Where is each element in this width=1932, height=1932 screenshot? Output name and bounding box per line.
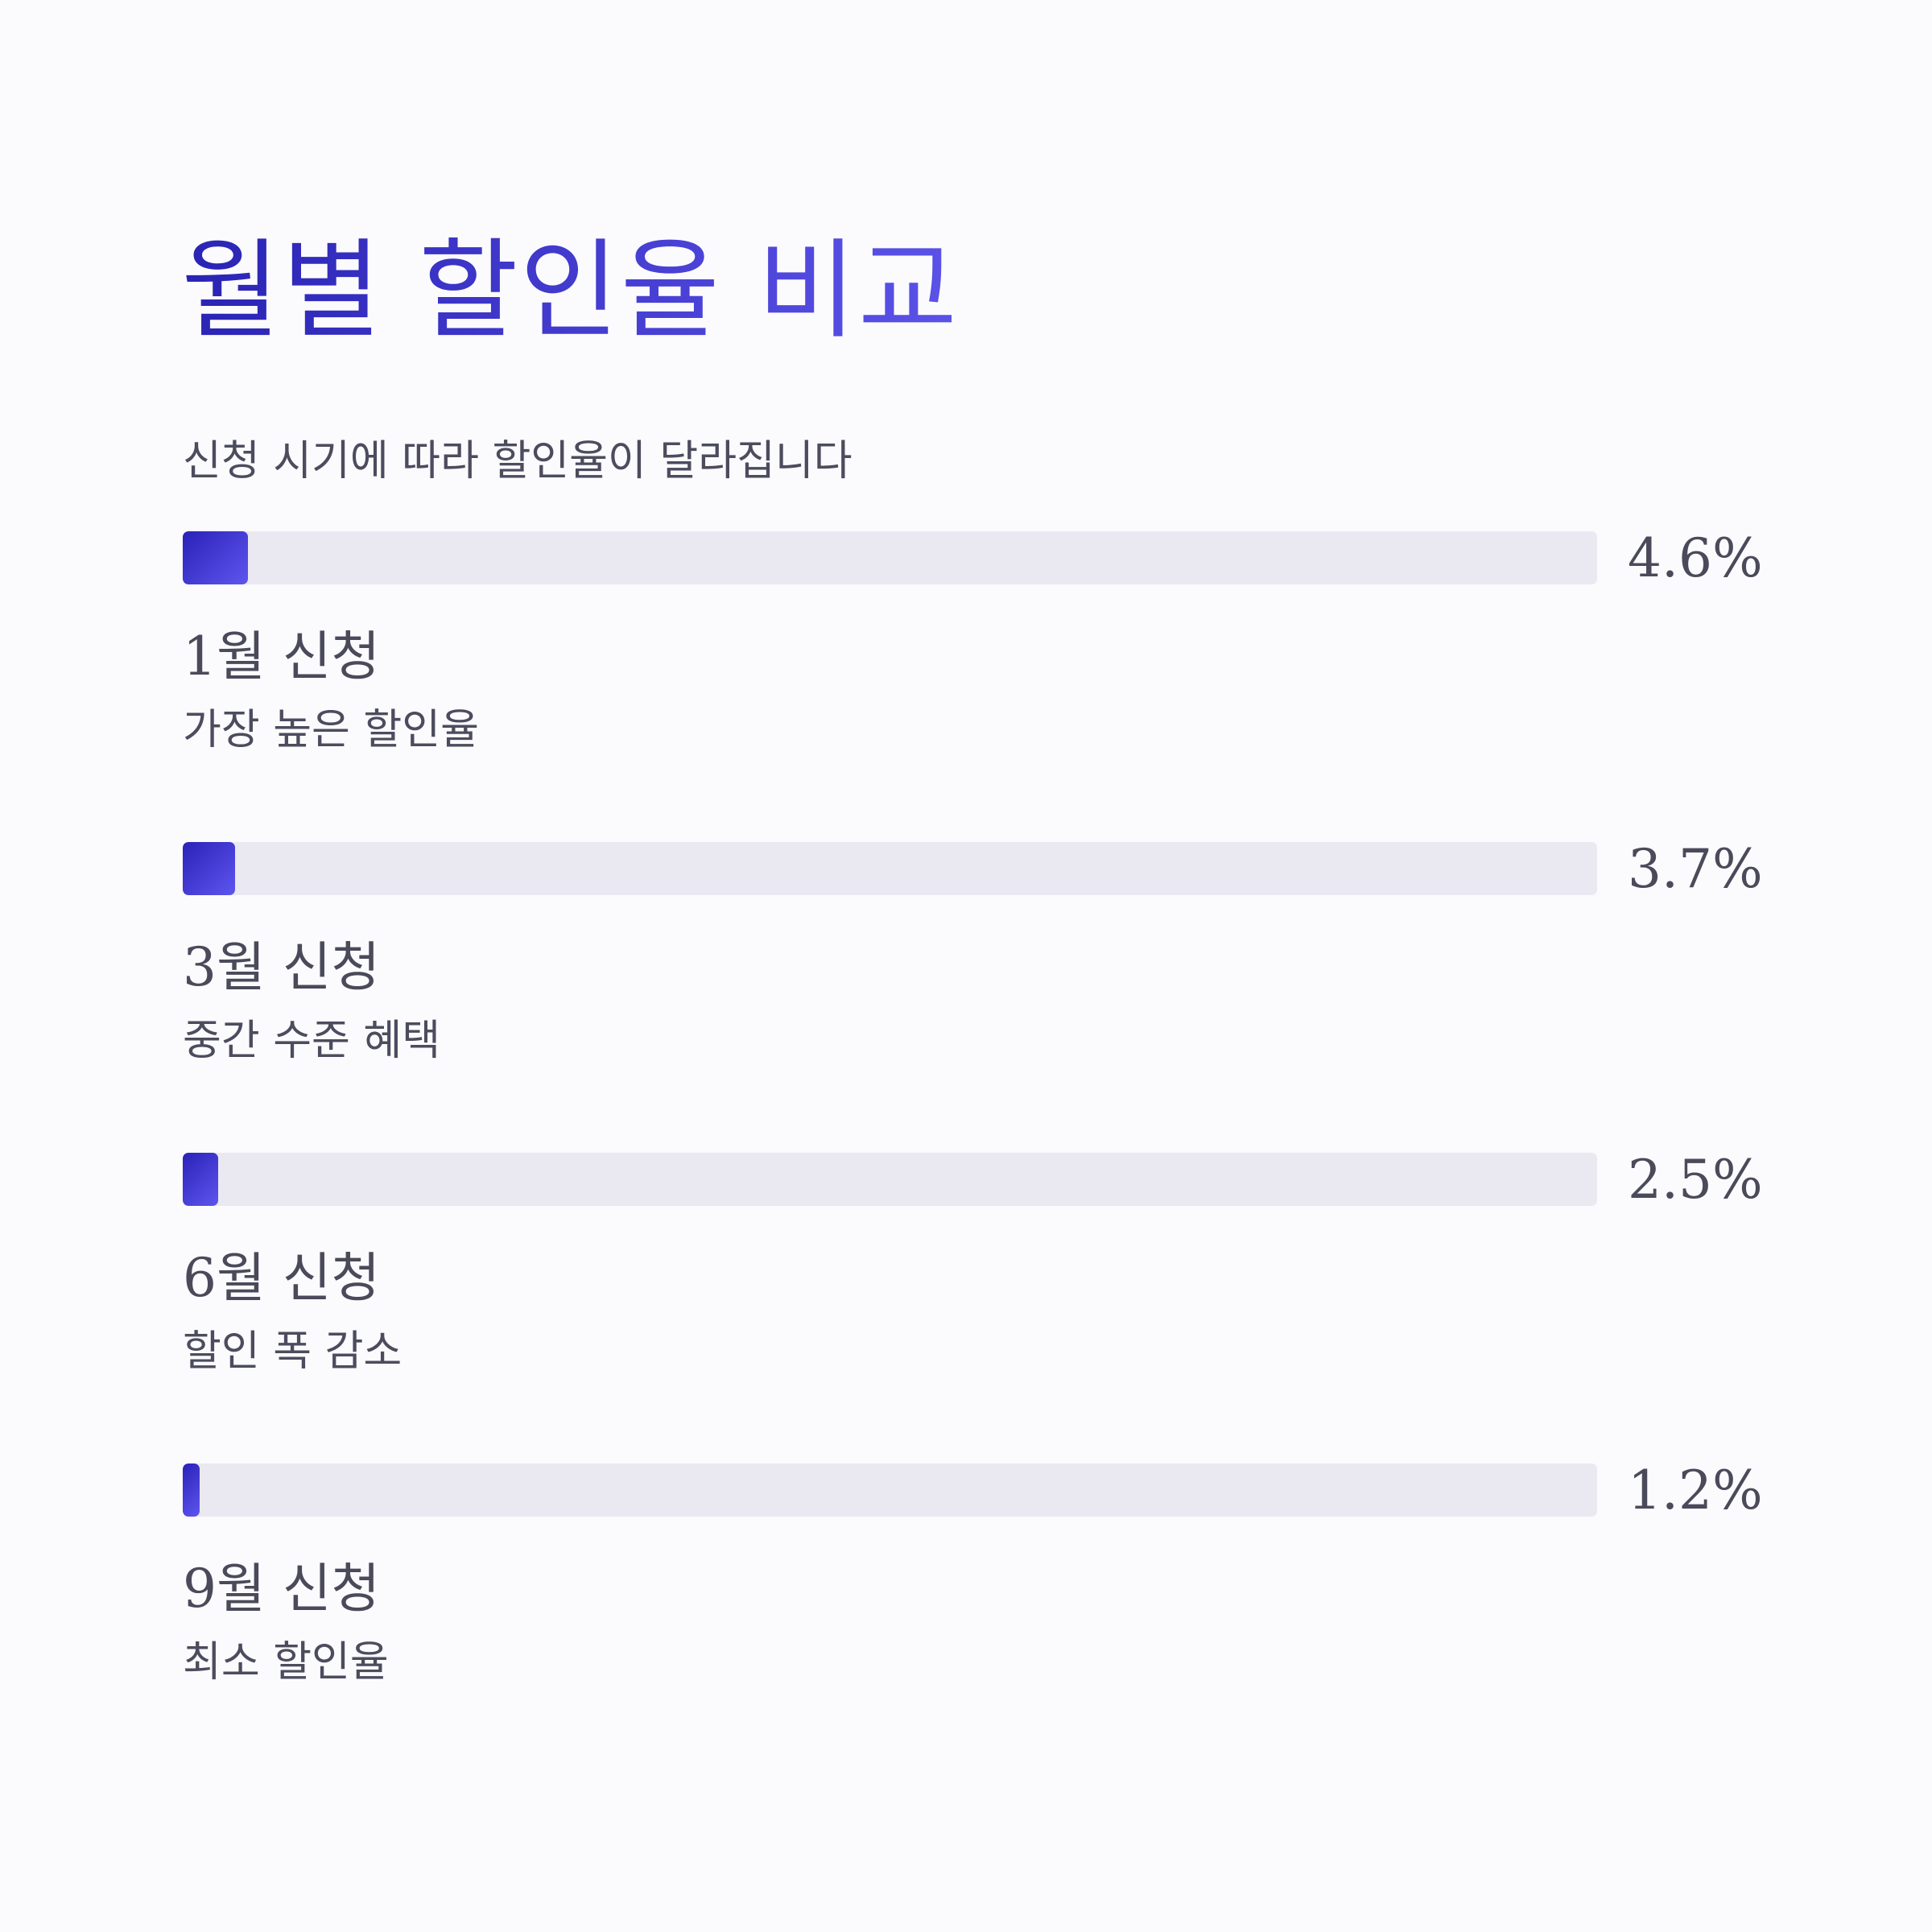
bar-row: 1.2% 9월 신청 최소 할인율 [183,1459,1763,1774]
bar-value-label: 3.7% [1628,837,1763,900]
bar-description: 가장 높은 할인율 [183,705,479,754]
bar-category-label: 1월 신청 [183,625,381,687]
bar-row: 2.5% 6월 신청 할인 폭 감소 [183,1149,1763,1463]
bar-track [183,531,1597,584]
bar-category-label: 3월 신청 [183,936,381,998]
bar-description: 할인 폭 감소 [183,1327,402,1376]
bar-track [183,1153,1597,1206]
bar-fill [183,1463,200,1517]
bar-fill [183,531,248,584]
bar-description: 중간 수준 혜택 [183,1016,441,1065]
bar-row: 4.6% 1월 신청 가장 높은 할인율 [183,527,1763,842]
bar-value-label: 1.2% [1628,1459,1763,1521]
bar-track [183,842,1597,895]
bar-category-label: 9월 신청 [183,1558,381,1620]
chart-subtitle: 신청 시기에 따라 할인율이 달라집니다 [183,437,852,485]
bar-fill [183,1153,218,1206]
bar-description: 최소 할인율 [183,1637,389,1686]
chart-title: 월별 할인율 비교 [181,228,960,353]
bar-list: 4.6% 1월 신청 가장 높은 할인율 3.7% 3월 신청 중간 수준 혜택… [183,527,1763,1774]
bar-track [183,1463,1597,1517]
bar-value-label: 4.6% [1628,526,1763,589]
bar-value-label: 2.5% [1628,1148,1763,1211]
bar-fill [183,842,235,895]
bar-row: 3.7% 3월 신청 중간 수준 혜택 [183,838,1763,1153]
bar-category-label: 6월 신청 [183,1247,381,1309]
